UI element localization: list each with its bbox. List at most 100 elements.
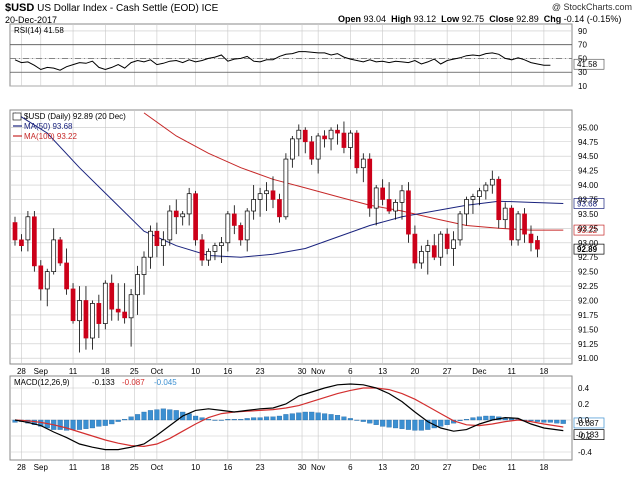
macd-histogram-bar <box>238 419 244 421</box>
candle-up <box>483 184 489 192</box>
macd-macd-label: -0.133 <box>576 431 599 440</box>
y-tick-label: 94.00 <box>578 181 599 190</box>
x-tick-label: 16 <box>223 367 232 376</box>
candle-down <box>496 178 502 221</box>
candle-up <box>425 245 431 252</box>
low-label: Low <box>441 14 460 24</box>
low-value: 92.75 <box>461 14 485 24</box>
x-tick-label: 23 <box>256 367 265 376</box>
x-tick-label: Nov <box>311 463 325 472</box>
ma100-legend: MA(100) 93.22 <box>24 132 77 141</box>
y-tick-label: 0.4 <box>578 384 590 393</box>
y-tick-label: 91.75 <box>578 311 599 320</box>
x-tick-label: 16 <box>223 463 232 472</box>
candle-down <box>70 288 76 322</box>
y-tick-label: 50 <box>578 54 587 63</box>
macd-histogram-bar <box>115 419 121 422</box>
macd-histogram-bar <box>289 413 295 421</box>
candle-down <box>367 158 373 209</box>
y-tick-label: 91.50 <box>578 325 599 334</box>
macd-histogram-bar <box>193 415 199 421</box>
candle-up <box>148 230 153 258</box>
macd-histogram-bar <box>541 419 547 423</box>
rsi-current-label: 41.58 <box>577 60 598 69</box>
macd-histogram-bar <box>134 414 141 421</box>
candle-down <box>386 199 392 212</box>
candle-up <box>212 245 218 252</box>
candle-up <box>186 193 192 215</box>
macd-histogram-bar <box>225 419 231 421</box>
rsi-panel-frame <box>9 23 573 87</box>
macd-signal-line <box>14 387 564 448</box>
candle-down <box>154 230 160 247</box>
macd-histogram-bar <box>418 419 424 431</box>
candle-up <box>44 271 50 290</box>
x-tick-label: 25 <box>130 367 139 376</box>
ma50-current-badge <box>573 198 605 209</box>
candle-up <box>515 213 521 241</box>
candle-up <box>328 129 334 140</box>
candle-down <box>277 199 282 218</box>
candle-up <box>161 239 166 247</box>
macd-histogram-bar <box>328 414 334 421</box>
macd-panel-frame <box>9 375 573 461</box>
price-panel-frame <box>9 109 573 365</box>
macd-histogram-bar <box>425 419 431 430</box>
candle-down <box>96 303 102 324</box>
macd-histogram-bar <box>463 419 470 421</box>
macd-histogram-bar <box>173 410 179 421</box>
x-tick-label: 6 <box>348 367 353 376</box>
ma100-current-badge <box>573 224 605 236</box>
macd-histogram-bar <box>412 419 418 431</box>
macd-histogram-bar <box>341 416 347 421</box>
macd-histogram-bar <box>141 411 147 421</box>
macd-histogram-bar <box>154 409 160 421</box>
macd-line <box>14 383 564 451</box>
y-tick-label: 92.75 <box>578 253 599 262</box>
macd-histogram-bar <box>128 416 134 421</box>
candle-down <box>354 132 360 169</box>
macd-histogram-bar <box>64 419 70 431</box>
candle-down <box>509 207 514 241</box>
legends: RSI(14) 41.58 $USD (Daily) 92.89 (20 Dec)… <box>12 26 177 387</box>
x-tick-label: 13 <box>378 367 387 376</box>
macd-legend-signal: -0.087 <box>122 378 145 387</box>
close-label: Close <box>489 14 514 24</box>
candle-down <box>535 240 540 250</box>
macd-histogram-bar <box>96 419 102 427</box>
candle-up <box>315 135 321 160</box>
macd-histogram-bar <box>444 419 450 425</box>
candle-up <box>399 190 405 203</box>
macd-histogram-bar <box>57 419 63 430</box>
close-value: 92.89 <box>516 14 539 24</box>
candle-up <box>502 207 508 221</box>
y-tick-label: 90 <box>578 27 587 36</box>
y-tick-label: 93.50 <box>578 210 599 219</box>
macd-legend-value: -0.133 <box>92 378 115 387</box>
high-label: High <box>391 14 412 24</box>
x-tick-label: 28 <box>17 367 26 376</box>
candle-down <box>380 187 385 200</box>
macd-histogram-bar <box>231 419 237 421</box>
chg-value: -0.14 (-0.15%) <box>563 14 622 24</box>
macd-histogram-bar <box>212 419 218 421</box>
x-tick-label: Dec <box>472 367 486 376</box>
macd-histogram-bar <box>547 419 553 423</box>
macd-histogram-bar <box>263 416 270 421</box>
x-tick-label: 20 <box>410 463 419 472</box>
macd-histogram-bar <box>109 419 115 425</box>
y-tick-label: 91.25 <box>578 340 599 349</box>
price-panel: 93.68 93.22 92.89 <box>12 112 605 353</box>
candle-down <box>83 300 89 339</box>
x-tick-label: 27 <box>443 463 452 472</box>
candle-up <box>244 210 250 241</box>
macd-histogram-bar <box>244 418 250 421</box>
candle-up <box>141 256 147 275</box>
candle-down <box>406 190 411 235</box>
candle-down <box>193 193 198 241</box>
macd-histogram-bar <box>257 417 263 421</box>
x-tick-label: 10 <box>191 367 200 376</box>
macd-histogram-bar <box>399 419 405 429</box>
macd-histogram-bar <box>528 419 534 421</box>
